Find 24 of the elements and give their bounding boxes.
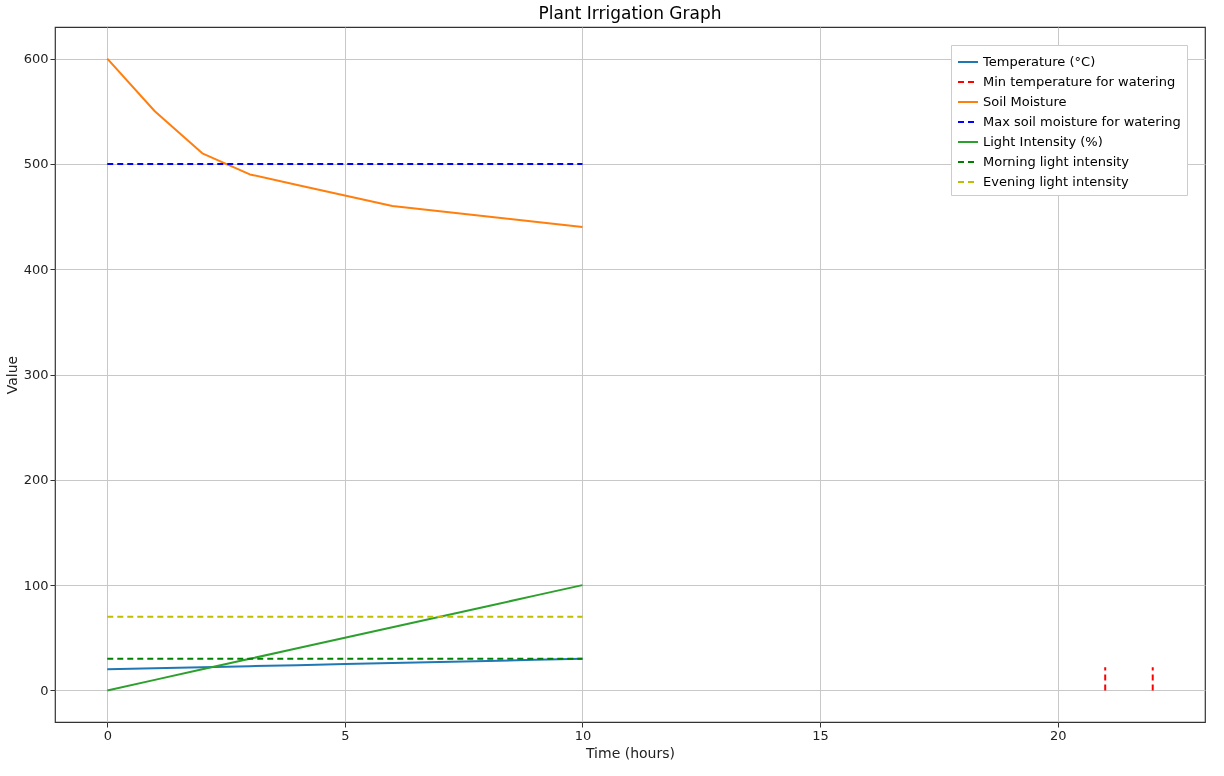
legend-label: Evening light intensity — [983, 174, 1129, 189]
y-tick-label: 100 — [23, 577, 49, 593]
legend-label: Morning light intensity — [983, 154, 1130, 169]
y-tick-label: 300 — [23, 367, 49, 382]
line-series — [106, 584, 584, 692]
x-tick-label: 20 — [1049, 727, 1067, 743]
y-tick-label: 0 — [40, 682, 49, 698]
legend-label: Max soil moisture for watering — [983, 114, 1181, 129]
legend-label: Temperature (°C) — [982, 54, 1096, 69]
y-tick-label: 200 — [23, 472, 49, 488]
x-tick-label: 15 — [812, 727, 829, 743]
x-tick-label: 5 — [341, 727, 350, 743]
y-axis-title: Value — [3, 355, 20, 395]
y-tick-label: 500 — [23, 156, 49, 172]
x-tick-label: 0 — [103, 727, 112, 743]
line-series — [106, 57, 584, 229]
chart-title: Plant Irrigation Graph — [538, 3, 722, 23]
x-axis-title: Time (hours) — [585, 744, 675, 761]
y-tick-label: 400 — [23, 261, 49, 277]
x-tick-label: 10 — [574, 727, 592, 743]
legend-label: Soil Moisture — [983, 94, 1067, 109]
legend-label: Light Intensity (%) — [983, 134, 1103, 149]
y-tick-label: 600 — [23, 51, 49, 67]
legend-label: Min temperature for watering — [983, 74, 1176, 89]
